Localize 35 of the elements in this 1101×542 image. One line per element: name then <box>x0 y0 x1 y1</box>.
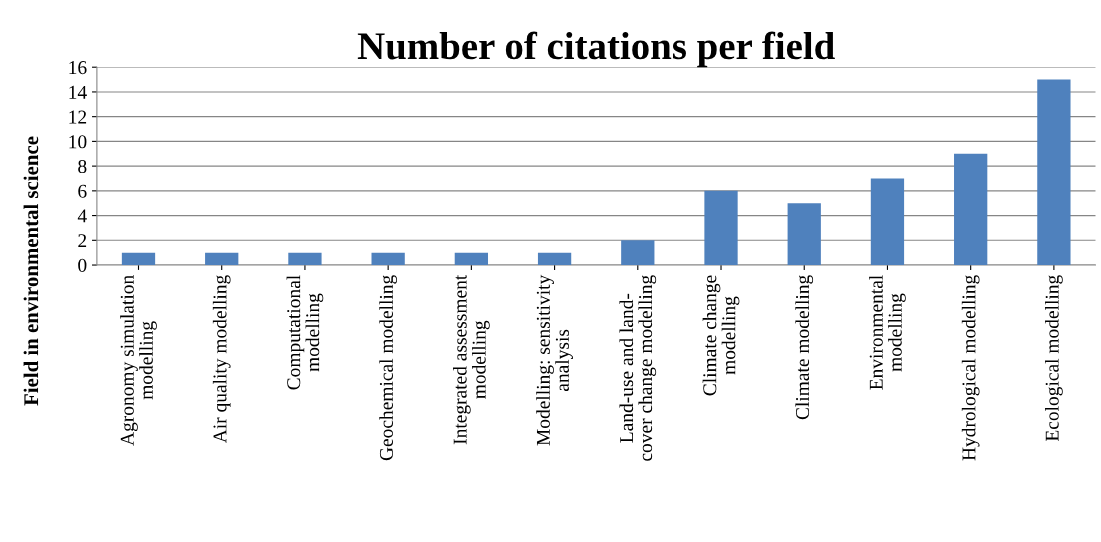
x-tick-label: Environmental modelling <box>869 275 906 390</box>
x-tick-label: Computational modelling <box>286 275 324 390</box>
x-tick-label: Climate change modelling <box>702 275 740 396</box>
x-tick-label: Geochemical modelling <box>379 275 397 461</box>
x-tick-label: Agronomy simulation modelling <box>120 275 157 446</box>
bar <box>371 252 405 266</box>
bar <box>537 252 572 266</box>
bar <box>454 252 489 266</box>
bar <box>870 178 905 266</box>
bar <box>288 252 322 266</box>
bar <box>704 190 738 266</box>
x-tick-label: Air quality modelling <box>212 275 231 444</box>
bar <box>1037 79 1071 266</box>
y-tick-label: 10 <box>69 135 87 149</box>
x-tick-label: Integrated assessment modelling <box>453 274 490 445</box>
x-tick-label: Hydrological modelling <box>961 275 980 461</box>
y-tick-label: 12 <box>69 110 87 124</box>
y-tick-label: 2 <box>78 234 87 248</box>
y-tick-label: 14 <box>69 85 87 99</box>
y-axis-title: Field in environmental science <box>23 136 39 406</box>
chart-title: Number of citations per field <box>357 31 835 68</box>
bar <box>787 203 821 266</box>
y-tick-label: 8 <box>78 159 87 174</box>
y-tick-label: 0 <box>78 258 87 272</box>
x-tick-label: Climate modelling <box>795 275 814 420</box>
bar <box>205 252 239 266</box>
x-tick-label: Land-use and land- cover change modelling <box>619 275 657 461</box>
y-tick-label: 4 <box>77 209 87 223</box>
x-tick-label: Ecological modelling <box>1045 275 1063 442</box>
y-tick-label: 16 <box>69 61 87 75</box>
x-tick-label: Modelling: sensitivity analysis <box>536 274 573 446</box>
bar <box>621 240 655 266</box>
y-tick-label: 6 <box>78 184 87 198</box>
bar <box>121 252 156 266</box>
bar <box>954 153 988 266</box>
